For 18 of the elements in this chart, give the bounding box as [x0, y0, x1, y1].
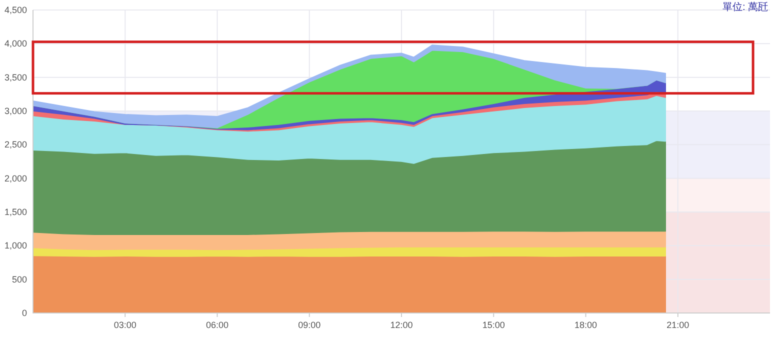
x-tick-label: 15:00	[482, 320, 505, 330]
y-tick-label: 4,500	[4, 5, 27, 15]
annotation: 單位: 萬瓩	[722, 1, 768, 13]
y-tick-label: 1,000	[4, 240, 27, 251]
x-tick-label: 21:00	[666, 320, 690, 330]
y-tick-label: 2,000	[4, 173, 27, 184]
y-tick-label: 1,500	[4, 207, 27, 217]
x-tick-label: 03:00	[114, 320, 136, 330]
x-tick-label: 12:00	[390, 320, 413, 330]
y-tick-label: 4,000	[4, 38, 27, 49]
y-tick-label: 3,000	[4, 106, 27, 116]
x-tick-label: 18:00	[574, 320, 598, 330]
y-tick-label: 2,500	[4, 140, 27, 150]
x-tick-label: 06:00	[206, 320, 229, 330]
y-tick-label: 3,500	[4, 72, 27, 82]
y-tick-label: 0	[22, 308, 27, 318]
y-tick-label: 500	[12, 274, 27, 284]
x-tick-label: 09:00	[298, 320, 321, 330]
